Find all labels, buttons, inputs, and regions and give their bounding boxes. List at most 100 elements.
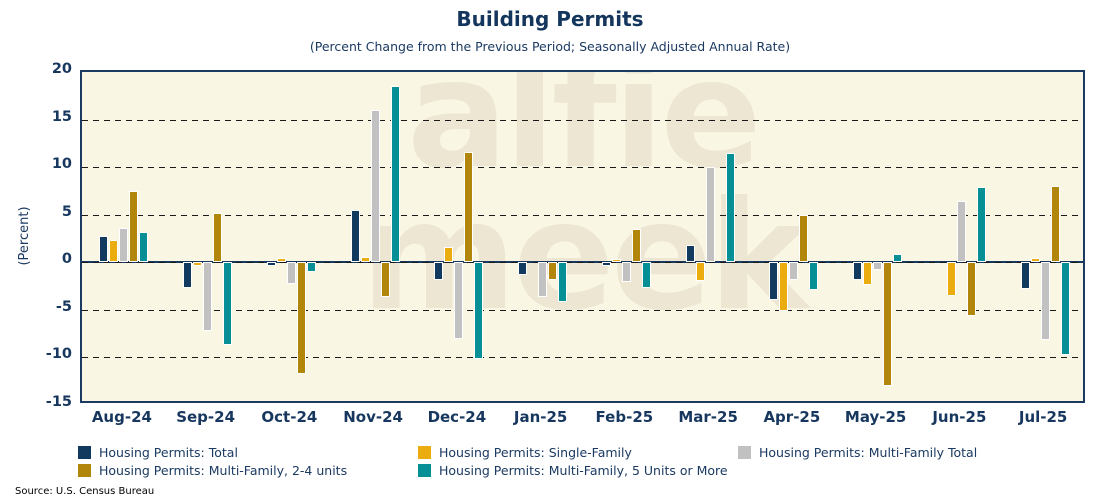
legend-item: Housing Permits: Total [78, 442, 238, 460]
bar [266, 262, 276, 267]
gridline [82, 357, 1083, 359]
bar [611, 259, 621, 263]
bar [464, 151, 474, 263]
x-axis-label: Oct-24 [261, 408, 318, 426]
bar [99, 235, 109, 263]
x-axis-label: Apr-25 [763, 408, 821, 426]
bar [725, 152, 735, 263]
legend-swatch [418, 446, 431, 459]
x-axis-label: Feb-25 [595, 408, 654, 426]
bar [454, 262, 464, 340]
gridline [82, 309, 1083, 311]
bar [360, 256, 370, 263]
x-axis-label: Jul-25 [1018, 408, 1068, 426]
y-axis-tick-label: 5 [61, 203, 72, 220]
y-axis-tick-label: -5 [55, 298, 72, 315]
bar [893, 253, 903, 263]
bar [631, 228, 641, 263]
bar [518, 262, 528, 275]
bar [976, 187, 986, 263]
bar [109, 240, 119, 263]
gridline [82, 119, 1083, 121]
x-axis-label: Nov-24 [343, 408, 403, 426]
bar [434, 262, 444, 281]
bar [1060, 262, 1070, 355]
bar [641, 262, 651, 288]
bar [558, 262, 568, 303]
bar [276, 257, 286, 263]
legend-label: Housing Permits: Single-Family [439, 445, 632, 460]
bar [129, 190, 139, 263]
legend-swatch [78, 446, 91, 459]
legend-item: Housing Permits: Multi-Family Total [738, 442, 978, 460]
bar [203, 262, 213, 331]
bar [769, 262, 779, 301]
x-axis-label: Jan-25 [513, 408, 568, 426]
watermark-line2: meek [360, 170, 809, 344]
bar [966, 262, 976, 316]
bar [306, 262, 316, 272]
bar [183, 262, 193, 288]
y-axis-tick-label: -10 [45, 346, 72, 363]
plot-area: alfie meek [80, 70, 1085, 403]
y-axis-tick-label: 20 [51, 61, 72, 77]
source-note: Source: U.S. Census Bureau [15, 486, 155, 497]
bar [621, 262, 631, 283]
legend-item: Housing Permits: Multi-Family, 5 Units o… [418, 460, 728, 478]
legend-label: Housing Permits: Multi-Family Total [759, 445, 978, 460]
bar [1020, 262, 1030, 289]
bar [601, 262, 611, 267]
bar [789, 262, 799, 281]
x-axis-label: Dec-24 [427, 408, 487, 426]
bar [946, 262, 956, 296]
gridline [82, 262, 1083, 264]
x-axis-label: Sep-24 [176, 408, 236, 426]
y-axis-tick-label: -15 [45, 394, 72, 410]
legend-item: Housing Permits: Single-Family [418, 442, 632, 460]
bar [1050, 186, 1060, 263]
x-axis-label: Aug-24 [91, 408, 152, 426]
chart-subtitle: (Percent Change from the Previous Period… [309, 39, 791, 54]
bar [370, 110, 380, 263]
bar [390, 86, 400, 263]
bar [685, 245, 695, 263]
x-axis-label: Jun-25 [932, 408, 987, 426]
y-axis-tick-label: 0 [61, 251, 72, 268]
x-axis-label: Mar-25 [678, 408, 738, 426]
bar [286, 262, 296, 285]
legend-swatch [78, 464, 91, 477]
bar [223, 262, 233, 346]
y-axis-tick-label: 10 [51, 156, 72, 173]
y-axis-tick-label: 15 [51, 108, 72, 125]
watermark-line1: alfie [406, 70, 762, 202]
bar [695, 262, 705, 282]
bar [1030, 258, 1040, 263]
gridline [82, 167, 1083, 169]
legend-item: Housing Permits: Multi-Family, 2-4 units [78, 460, 348, 478]
legend-label: Housing Permits: Multi-Family, 5 Units o… [439, 463, 728, 478]
bar [119, 228, 129, 263]
bar [548, 262, 558, 281]
bar [853, 262, 863, 281]
y-axis-title: (Percent) [17, 206, 32, 266]
bar [296, 262, 306, 374]
watermark: alfie meek [82, 70, 1083, 344]
bar [809, 262, 819, 290]
bar [139, 231, 149, 263]
bar [799, 214, 809, 263]
bar [863, 262, 873, 286]
bar [873, 262, 883, 270]
legend-label: Housing Permits: Multi-Family, 2-4 units [99, 463, 348, 478]
bar [193, 262, 203, 267]
bar [213, 212, 223, 263]
bar [705, 167, 715, 263]
bar [883, 262, 893, 386]
chart-title: Building Permits [456, 7, 644, 31]
gridline [82, 214, 1083, 216]
x-axis-label: May-25 [844, 408, 907, 426]
legend-swatch [738, 446, 751, 459]
legend-label: Housing Permits: Total [99, 445, 238, 460]
bar [538, 262, 548, 298]
legend-swatch [418, 464, 431, 477]
